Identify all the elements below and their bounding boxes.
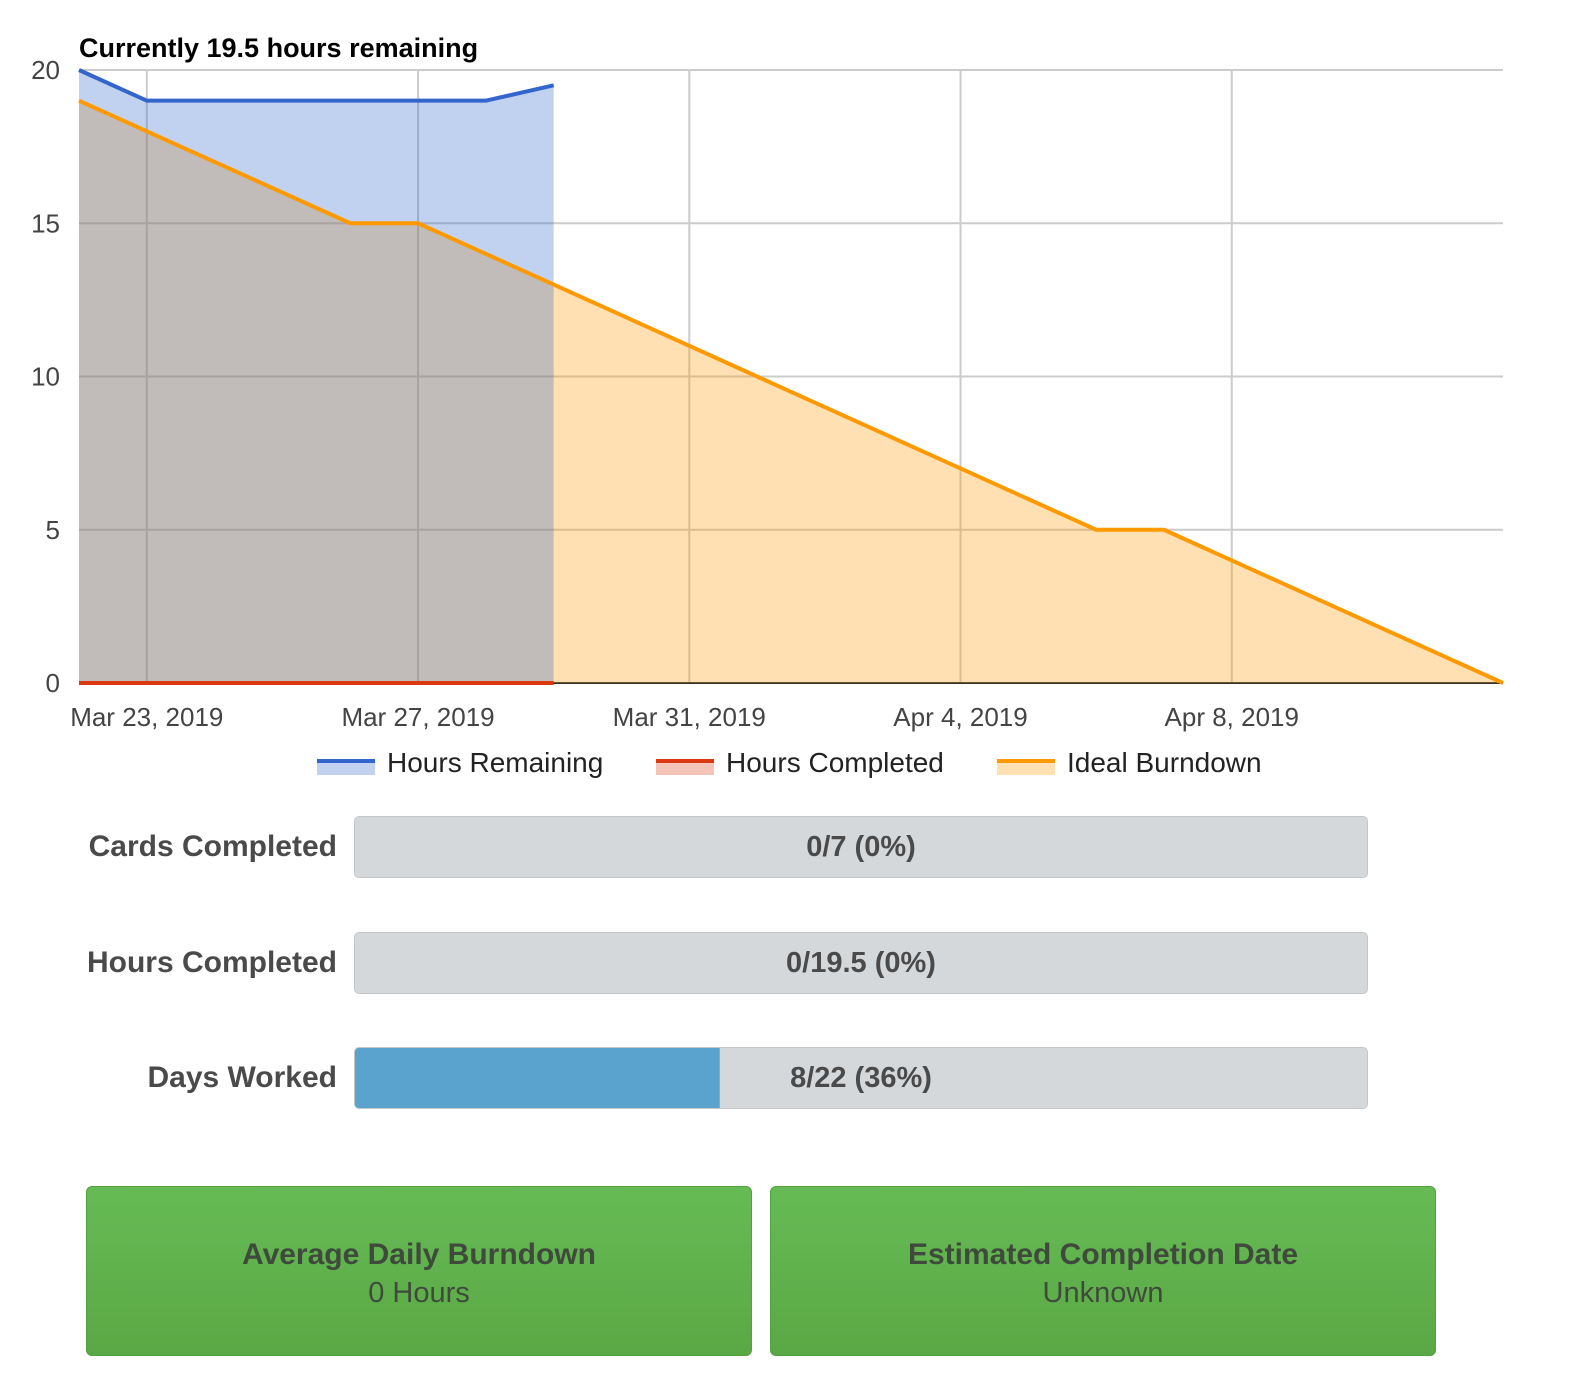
legend-label: Hours Completed xyxy=(726,747,944,778)
card-title: Average Daily Burndown xyxy=(242,1238,596,1271)
progress-text: 0/19.5 (0%) xyxy=(786,947,936,979)
chart-areas xyxy=(79,70,1503,683)
chart-title: Currently 19.5 hours remaining xyxy=(79,33,478,63)
legend-label: Hours Remaining xyxy=(387,747,603,778)
legend-swatch-fill xyxy=(317,760,375,775)
progress-bar: 0/19.5 (0%) xyxy=(354,932,1368,994)
card-title: Estimated Completion Date xyxy=(907,1238,1299,1271)
x-tick-label: Mar 31, 2019 xyxy=(613,702,766,732)
stat-label: Hours Completed xyxy=(86,946,337,979)
x-tick-label: Mar 23, 2019 xyxy=(70,702,223,732)
legend-label: Ideal Burndown xyxy=(1067,747,1262,778)
legend-swatch-fill xyxy=(656,760,714,775)
chart-grid xyxy=(79,69,1503,684)
x-tick-label: Apr 4, 2019 xyxy=(893,702,1027,732)
stat-label: Cards Completed xyxy=(88,830,337,863)
y-axis-ticks: 0 5 10 15 20 xyxy=(31,55,60,698)
line-ideal-burndown xyxy=(78,98,1504,685)
y-tick-label: 0 xyxy=(46,668,60,698)
legend-swatch-fill xyxy=(997,760,1055,775)
y-tick-label: 5 xyxy=(46,515,60,545)
stat-label: Days Worked xyxy=(147,1061,337,1094)
progress-text: 0/7 (0%) xyxy=(806,831,916,863)
progress-text: 8/22 (36%) xyxy=(790,1062,932,1094)
average-daily-burndown-card: Average Daily Burndown 0 Hours xyxy=(86,1186,752,1356)
line-hours-remaining xyxy=(78,68,555,103)
stat-row-cards: Cards Completed 0/7 (0%) xyxy=(0,816,1583,878)
chart-lines xyxy=(78,68,1504,685)
x-tick-label: Apr 8, 2019 xyxy=(1165,702,1299,732)
x-tick-label: Mar 27, 2019 xyxy=(341,702,494,732)
progress-bar: 8/22 (36%) xyxy=(354,1047,1368,1109)
estimated-completion-date-card: Estimated Completion Date Unknown xyxy=(770,1186,1436,1356)
progress-fill xyxy=(355,1048,721,1108)
burndown-chart: 0 5 10 15 20 Mar 23, 2019 Mar 27, 2019 Mar 31,… xyxy=(31,33,1504,778)
y-tick-label: 20 xyxy=(31,55,60,85)
y-tick-label: 15 xyxy=(31,208,60,238)
chart-legend: Hours Remaining Hours Completed Ideal Burn… xyxy=(317,747,1262,778)
card-value: Unknown xyxy=(1042,1277,1164,1309)
area-hours-remaining xyxy=(79,70,554,683)
card-value: 0 Hours xyxy=(368,1277,470,1309)
x-axis-ticks: Mar 23, 2019 Mar 27, 2019 Mar 31, 2019 Apr … xyxy=(70,702,1299,732)
area-ideal-burndown xyxy=(79,100,1503,683)
stat-row-hours: Hours Completed 0/19.5 (0%) xyxy=(0,932,1583,994)
progress-bar: 0/7 (0%) xyxy=(354,816,1368,878)
y-tick-label: 10 xyxy=(31,362,60,392)
stat-row-days: Days Worked 8/22 (36%) xyxy=(0,1047,1583,1109)
